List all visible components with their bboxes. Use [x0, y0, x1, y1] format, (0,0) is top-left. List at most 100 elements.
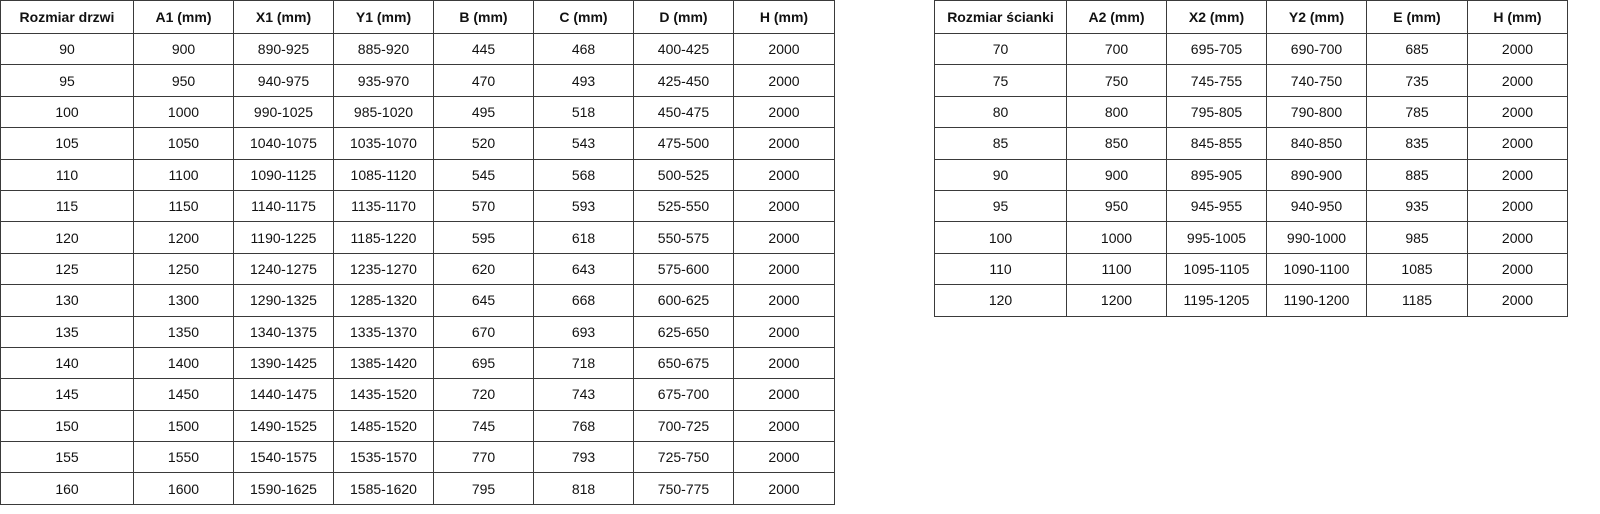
table-row: 120 1200 1195-1205 1190-1200 1185 2000 [934, 284, 1568, 317]
table-row: 90 900 895-905 890-900 885 2000 [934, 158, 1568, 191]
table-cell: 935-970 [333, 64, 434, 97]
table-cell: 685 [1366, 32, 1468, 66]
table-cell: 1600 [133, 472, 234, 505]
table-cell: 1235-1270 [333, 252, 434, 286]
table-cell: 95 [0, 64, 134, 97]
table-cell: 145 [0, 378, 134, 411]
table-cell: 1200 [1066, 284, 1167, 317]
column-header: Rozmiar drzwi [0, 0, 134, 34]
table-cell: 1050 [133, 127, 234, 160]
table-cell: 950 [1066, 189, 1167, 223]
table-cell: 2000 [1467, 189, 1568, 223]
table-cell: 85 [934, 127, 1067, 160]
table-cell: 650-675 [633, 346, 734, 380]
column-header: B (mm) [433, 0, 534, 34]
table-cell: 1490-1525 [233, 409, 334, 443]
table-cell: 1150 [133, 189, 234, 223]
table-cell: 840-850 [1266, 127, 1367, 160]
table-row: 150 1500 1490-1525 1485-1520 745 768 700-725 20… [0, 409, 835, 443]
table-cell: 940-950 [1266, 189, 1367, 223]
table-cell: 1285-1320 [333, 284, 434, 317]
table-cell: 690-700 [1266, 32, 1367, 66]
table-cell: 545 [433, 158, 534, 191]
table-cell: 1135-1170 [333, 189, 434, 223]
table-cell: 1400 [133, 346, 234, 380]
column-header: Y1 (mm) [333, 0, 434, 34]
table-cell: 1550 [133, 441, 234, 474]
table-cell: 155 [0, 441, 134, 474]
table-cell: 1000 [133, 95, 234, 129]
table-cell: 125 [0, 252, 134, 286]
table-cell: 790-800 [1266, 95, 1367, 129]
table-cell: 900 [133, 32, 234, 66]
table-cell: 940-975 [233, 64, 334, 97]
table-cell: 150 [0, 409, 134, 443]
table-cell: 675-700 [633, 378, 734, 411]
table-cell: 1435-1520 [333, 378, 434, 411]
table-cell: 1590-1625 [233, 472, 334, 505]
table-cell: 885-920 [333, 32, 434, 66]
table-cell: 835 [1366, 127, 1468, 160]
table-row: 130 1300 1290-1325 1285-1320 645 668 600-625 20… [0, 284, 835, 317]
table-cell: 2000 [1467, 221, 1568, 254]
table-cell: 135 [0, 315, 134, 348]
table-cell: 620 [433, 252, 534, 286]
table-cell: 693 [533, 315, 634, 348]
table-cell: 645 [433, 284, 534, 317]
table-cell: 695-705 [1166, 32, 1267, 66]
table-cell: 70 [934, 32, 1067, 66]
table-cell: 670 [433, 315, 534, 348]
table-cell: 1300 [133, 284, 234, 317]
table-cell: 945-955 [1166, 189, 1267, 223]
column-header: E (mm) [1366, 0, 1468, 34]
table-cell: 1185 [1366, 284, 1468, 317]
table-cell: 985 [1366, 221, 1468, 254]
table-cell: 1090-1125 [233, 158, 334, 191]
table-cell: 100 [934, 221, 1067, 254]
column-header: C (mm) [533, 0, 634, 34]
table-cell: 2000 [733, 95, 835, 129]
table-cell: 1540-1575 [233, 441, 334, 474]
table-cell: 2000 [1467, 158, 1568, 191]
table-cell: 1085 [1366, 252, 1468, 286]
table-row: 155 1550 1540-1575 1535-1570 770 793 725-750 20… [0, 441, 835, 474]
table-cell: 990-1025 [233, 95, 334, 129]
table-cell: 1195-1205 [1166, 284, 1267, 317]
table-cell: 950 [133, 64, 234, 97]
table-cell: 2000 [1467, 95, 1568, 129]
table-cell: 575-600 [633, 252, 734, 286]
table-cell: 568 [533, 158, 634, 191]
table-cell: 595 [433, 221, 534, 254]
table-cell: 140 [0, 346, 134, 380]
table-cell: 110 [0, 158, 134, 191]
table-row: 135 1350 1340-1375 1335-1370 670 693 625-650 20… [0, 315, 835, 348]
table-cell: 550-575 [633, 221, 734, 254]
table-cell: 700-725 [633, 409, 734, 443]
table-cell: 795-805 [1166, 95, 1267, 129]
table-cell: 493 [533, 64, 634, 97]
table-cell: 2000 [733, 315, 835, 348]
column-header: A2 (mm) [1066, 0, 1167, 34]
table-cell: 475-500 [633, 127, 734, 160]
table-cell: 1185-1220 [333, 221, 434, 254]
table-cell: 468 [533, 32, 634, 66]
column-header: Rozmiar ścianki [934, 0, 1067, 34]
table-cell: 2000 [733, 189, 835, 223]
table-cell: 80 [934, 95, 1067, 129]
table-cell: 1035-1070 [333, 127, 434, 160]
table-cell: 743 [533, 378, 634, 411]
table-row: 115 1150 1140-1175 1135-1170 570 593 525-550 20… [0, 189, 835, 223]
table-cell: 795 [433, 472, 534, 505]
column-header: H (mm) [733, 0, 835, 34]
table-cell: 770 [433, 441, 534, 474]
table-cell: 890-900 [1266, 158, 1367, 191]
table-cell: 720 [433, 378, 534, 411]
table-cell: 518 [533, 95, 634, 129]
table-cell: 995-1005 [1166, 221, 1267, 254]
table-cell: 2000 [733, 158, 835, 191]
table-cell: 90 [934, 158, 1067, 191]
table-cell: 990-1000 [1266, 221, 1367, 254]
table-cell: 2000 [733, 252, 835, 286]
table-cell: 900 [1066, 158, 1167, 191]
table-cell: 470 [433, 64, 534, 97]
